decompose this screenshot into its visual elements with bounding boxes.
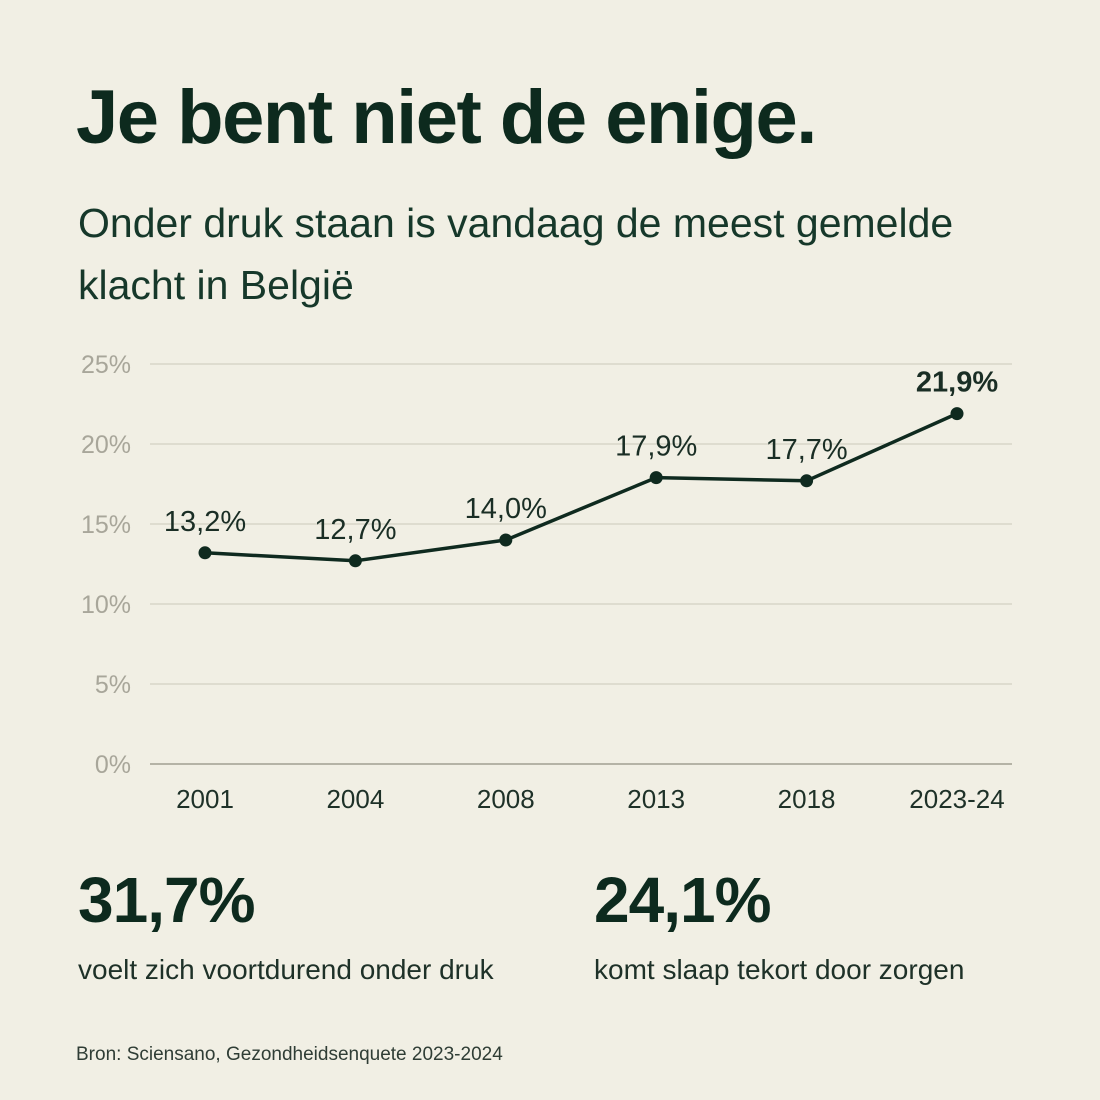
- x-tick-label: 2004: [326, 784, 384, 814]
- y-tick-label: 20%: [81, 431, 131, 459]
- y-tick-label: 10%: [81, 591, 131, 619]
- data-point: [649, 471, 663, 485]
- data-point: [499, 533, 513, 547]
- x-tick-label: 2023-24: [909, 784, 1004, 814]
- data-point: [198, 546, 212, 560]
- page-subtitle: Onder druk staan is vandaag de meest gem…: [78, 200, 954, 308]
- data-label: 21,9%: [916, 367, 998, 399]
- data-point: [800, 474, 814, 488]
- series-line: [204, 412, 958, 563]
- y-tick-label: 5%: [95, 671, 131, 699]
- y-tick-label: 25%: [81, 351, 131, 379]
- chart-series: [198, 407, 964, 568]
- x-tick-label: 2008: [477, 784, 535, 814]
- stat-description: voelt zich voortdurend onder druk: [78, 954, 494, 985]
- chart-axes: 0% 5% 10% 15% 20% 25% 2001 2004 2008 2013 2018 2023…: [81, 351, 1005, 814]
- stat-description: komt slaap tekort door zorgen: [594, 954, 965, 985]
- data-label: 13,2%: [164, 506, 246, 538]
- stat-value: 24,1%: [594, 864, 771, 936]
- chart-data-labels: 13,2% 12,7% 14,0% 17,9% 17,7% 21,9%: [164, 367, 998, 546]
- data-label: 17,7%: [765, 434, 847, 466]
- data-label: 14,0%: [465, 493, 547, 525]
- data-point: [950, 407, 964, 421]
- data-label: 17,9%: [615, 431, 697, 463]
- page-title: Je bent niet de enige.: [76, 75, 817, 160]
- x-tick-label: 2018: [778, 784, 836, 814]
- x-tick-label: 2013: [627, 784, 685, 814]
- line-chart: 0% 5% 10% 15% 20% 25% 2001 2004 2008 2013 2018 2023…: [81, 351, 1012, 814]
- data-point: [348, 554, 362, 568]
- data-label: 12,7%: [314, 514, 396, 546]
- x-tick-label: 2001: [176, 784, 234, 814]
- stat-value: 31,7%: [78, 864, 255, 936]
- source-note: Bron: Sciensano, Gezondheidsenquete 2023…: [76, 1044, 503, 1065]
- y-tick-label: 15%: [81, 511, 131, 539]
- chart-grid: [150, 363, 1012, 765]
- stat-block-sleep: 24,1% komt slaap tekort door zorgen: [594, 868, 964, 986]
- stat-block-pressure: 31,7% voelt zich voortdurend onder druk: [78, 868, 494, 986]
- y-tick-label: 0%: [95, 751, 131, 779]
